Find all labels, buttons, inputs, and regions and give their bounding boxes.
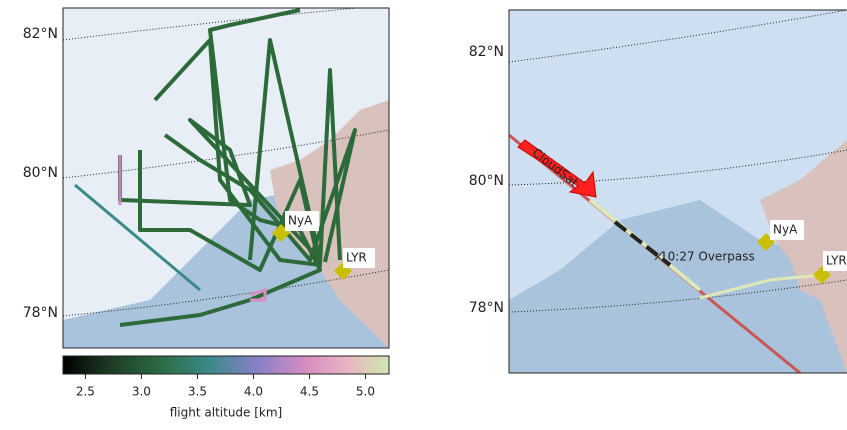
colorbar-label: flight altitude [km] (170, 406, 283, 420)
lat-label: 80°N (23, 165, 58, 181)
lat-label: 80°N (469, 173, 504, 189)
colorbar: flight altitude [km] 2.5 3.0 3.5 4.0 4.5 5.0 (63, 356, 389, 420)
lat-label: 82°N (469, 44, 504, 60)
left-map: NyA LYR (63, 5, 389, 348)
colorbar-tick-label: 4.5 (300, 385, 319, 399)
station-label: LYR (826, 254, 847, 268)
station-label: NyA (288, 214, 313, 228)
colorbar-tick-label: 3.5 (188, 385, 207, 399)
lat-label: 78°N (23, 305, 58, 321)
overpass-label: 10:27 Overpass (660, 250, 755, 264)
station-label: LYR (346, 251, 367, 265)
lat-label: 78°N (469, 300, 504, 316)
right-map: CloudSat × 10:27 Overpass NyA LYR (509, 10, 847, 373)
colorbar-tick-label: 5.0 (356, 385, 375, 399)
lat-label: 82°N (23, 26, 58, 42)
colorbar-tick-label: 4.0 (244, 385, 263, 399)
colorbar-tick-label: 2.5 (76, 385, 95, 399)
colorbar-tick-label: 3.0 (132, 385, 151, 399)
station-label: NyA (773, 223, 798, 237)
colorbar-gradient (63, 356, 389, 374)
figure: NyA LYR 82°N 80°N 78°N flight altitude [… (0, 0, 847, 426)
